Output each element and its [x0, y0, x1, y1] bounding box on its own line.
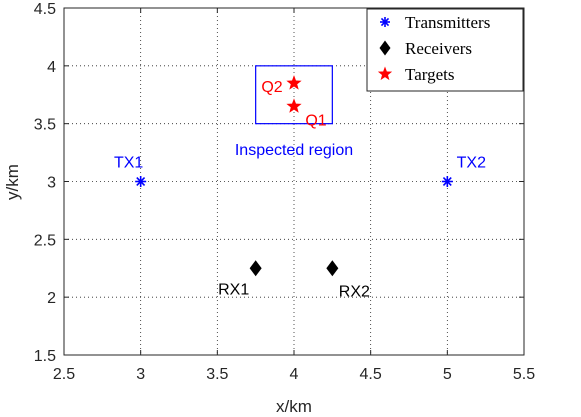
point-tx2 [441, 176, 453, 187]
label-rx1: RX1 [218, 281, 249, 298]
point-rx2 [326, 260, 339, 277]
y-tick-label: 1.5 [34, 348, 56, 365]
point-labels: TX1 TX2 RX1 RX2 Q2 Q1 [114, 79, 486, 300]
x-axis-title: x/km [276, 397, 312, 416]
legend-marker-targets [377, 66, 393, 81]
x-tick-label: 3.5 [206, 366, 228, 383]
y-tick-label: 2 [47, 290, 56, 307]
data-marks [135, 75, 453, 277]
asterisk-stroke [136, 177, 146, 186]
y-tick-label: 4.5 [34, 1, 56, 18]
point-q2 [286, 75, 302, 90]
x-tick-label: 4 [290, 366, 299, 383]
label-rx2: RX2 [339, 283, 370, 300]
point-rx1 [249, 260, 262, 277]
asterisk-stroke [442, 177, 452, 186]
x-tick-label: 3 [136, 366, 145, 383]
x-tick-label: 2.5 [53, 366, 75, 383]
asterisk-stroke [380, 17, 390, 27]
label-q2: Q2 [261, 79, 282, 96]
x-tick-label: 4.5 [360, 366, 382, 383]
y-tick-label: 4 [47, 59, 56, 76]
legend-box [366, 8, 524, 92]
legend-marker-transmitters [380, 17, 390, 27]
legend-marker-receivers [379, 40, 391, 56]
region-label: Inspected region [235, 142, 353, 159]
label-tx2: TX2 [457, 155, 486, 172]
label-q1: Q1 [305, 112, 326, 129]
point-tx1 [135, 176, 147, 187]
x-tick-label: 5.5 [513, 366, 535, 383]
point-q1 [286, 98, 302, 113]
legend-entry: Receivers [405, 39, 472, 58]
y-axis-title: y/km [3, 164, 22, 200]
legend-entry: Targets [405, 65, 454, 84]
x-tick-label: 5 [443, 366, 452, 383]
y-tick-label: 2.5 [34, 232, 56, 249]
y-tick-label: 3 [47, 175, 56, 192]
legend-entry: Transmitters [405, 13, 490, 32]
inspected-region: Inspected region [235, 65, 353, 159]
legend: Transmitters Receivers Targets [366, 8, 524, 92]
y-tick-label: 3.5 [34, 117, 56, 134]
label-tx1: TX1 [114, 155, 143, 172]
region-box [255, 65, 333, 125]
